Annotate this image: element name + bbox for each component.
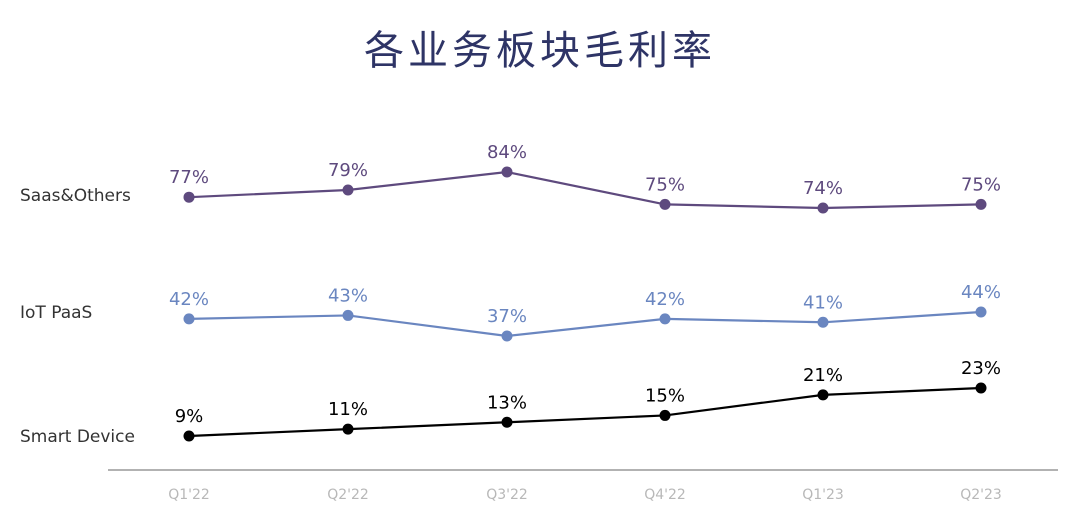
series-label: Saas&Others xyxy=(20,186,131,206)
data-point xyxy=(659,198,671,210)
data-label: 84% xyxy=(487,142,527,163)
data-point xyxy=(342,423,354,435)
x-tick-label: Q4'22 xyxy=(644,487,686,503)
data-point xyxy=(501,330,513,342)
data-point xyxy=(659,313,671,325)
data-point xyxy=(975,198,987,210)
x-tick-label: Q2'22 xyxy=(327,487,369,503)
series-line xyxy=(188,386,982,438)
x-tick-label: Q1'22 xyxy=(168,487,210,503)
data-label: 41% xyxy=(803,292,843,313)
data-point xyxy=(342,184,354,196)
data-label: 15% xyxy=(645,385,685,406)
data-point xyxy=(183,430,195,442)
data-point xyxy=(501,416,513,428)
data-point xyxy=(659,409,671,421)
data-label: 11% xyxy=(328,399,368,420)
data-label: 42% xyxy=(169,289,209,310)
data-point xyxy=(975,306,987,318)
data-point xyxy=(501,166,513,178)
x-tick-label: Q2'23 xyxy=(960,487,1002,503)
data-label: 21% xyxy=(803,365,843,386)
data-label: 77% xyxy=(169,167,209,188)
data-point xyxy=(342,309,354,321)
data-label: 79% xyxy=(328,160,368,181)
data-label: 75% xyxy=(961,174,1001,195)
data-point xyxy=(975,382,987,394)
series-label: Smart Device xyxy=(20,427,135,447)
data-point xyxy=(817,202,829,214)
data-label: 37% xyxy=(487,306,527,327)
series-label: IoT PaaS xyxy=(20,303,92,323)
data-label: 13% xyxy=(487,392,527,413)
data-point xyxy=(817,316,829,328)
x-tick-label: Q1'23 xyxy=(802,487,844,503)
data-label: 44% xyxy=(961,282,1001,303)
series-line xyxy=(188,310,982,338)
data-point xyxy=(183,191,195,203)
data-label: 74% xyxy=(803,178,843,199)
data-label: 9% xyxy=(175,406,204,427)
chart-title: 各业务板块毛利率 xyxy=(364,28,716,74)
data-point xyxy=(183,313,195,325)
data-label: 23% xyxy=(961,358,1001,379)
x-tick-label: Q3'22 xyxy=(486,487,528,503)
series-line xyxy=(188,170,982,210)
data-label: 75% xyxy=(645,174,685,195)
data-label: 43% xyxy=(328,285,368,306)
data-point xyxy=(817,389,829,401)
data-label: 42% xyxy=(645,289,685,310)
